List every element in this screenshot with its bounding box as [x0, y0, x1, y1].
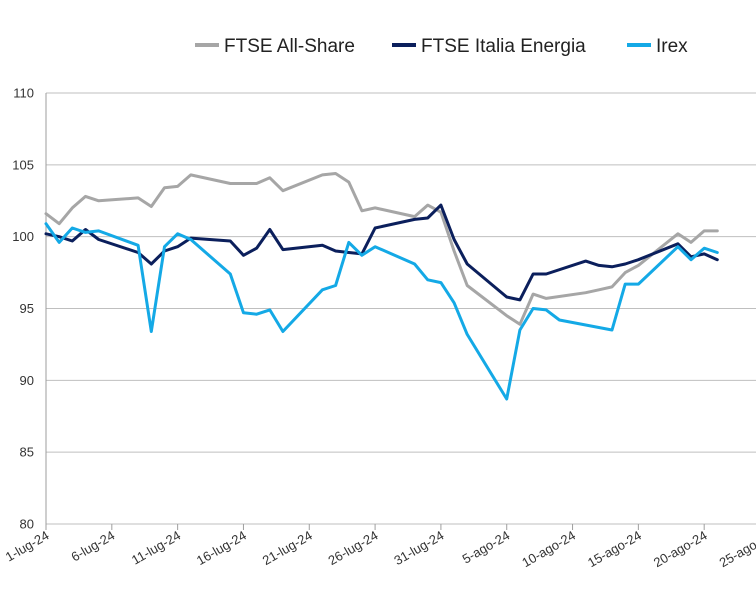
series-line-1: [44, 203, 719, 302]
x-tick-label: 16-lug-24: [194, 528, 249, 568]
x-tick-label: 15-ago-24: [585, 528, 644, 571]
y-tick-label: 110: [13, 86, 34, 101]
y-tick-label: 90: [20, 373, 34, 388]
legend-label: FTSE Italia Energia: [421, 36, 586, 57]
legend-label: Irex: [656, 36, 688, 57]
x-tick-label: 11-lug-24: [129, 528, 183, 568]
y-axis-ticks: 80 85 90 95 100 105 110: [12, 86, 34, 532]
x-axis-ticks: 1-lug-24 6-lug-24 11-lug-24 16-lug-24 21-lug…: [3, 524, 756, 570]
x-tick-label: 21-lug-24: [260, 528, 315, 568]
gridlines: [46, 92, 756, 525]
y-tick-label: 80: [20, 517, 34, 532]
y-tick-label: 100: [12, 229, 34, 244]
x-tick-label: 20-ago-24: [651, 528, 710, 571]
x-tick-label: 5-ago-24: [460, 528, 513, 567]
series-line-2: [44, 222, 719, 401]
x-tick-label: 1-lug-24: [3, 528, 52, 565]
legend-label: FTSE All-Share: [224, 36, 355, 57]
x-tick-label: 26-lug-24: [326, 528, 381, 568]
x-tick-label: 31-lug-24: [391, 528, 446, 568]
y-tick-label: 95: [20, 301, 34, 316]
x-tick-label: 10-ago-24: [519, 528, 578, 571]
series-lines: [44, 172, 719, 401]
series-line-0: [44, 172, 719, 326]
x-tick-label: 6-lug-24: [69, 528, 118, 565]
legend: FTSE All-Share FTSE Italia Energia Irex: [195, 36, 688, 57]
y-tick-label: 85: [20, 445, 34, 460]
x-tick-label: 25-ago-24: [717, 528, 756, 571]
y-tick-label: 105: [12, 157, 34, 172]
